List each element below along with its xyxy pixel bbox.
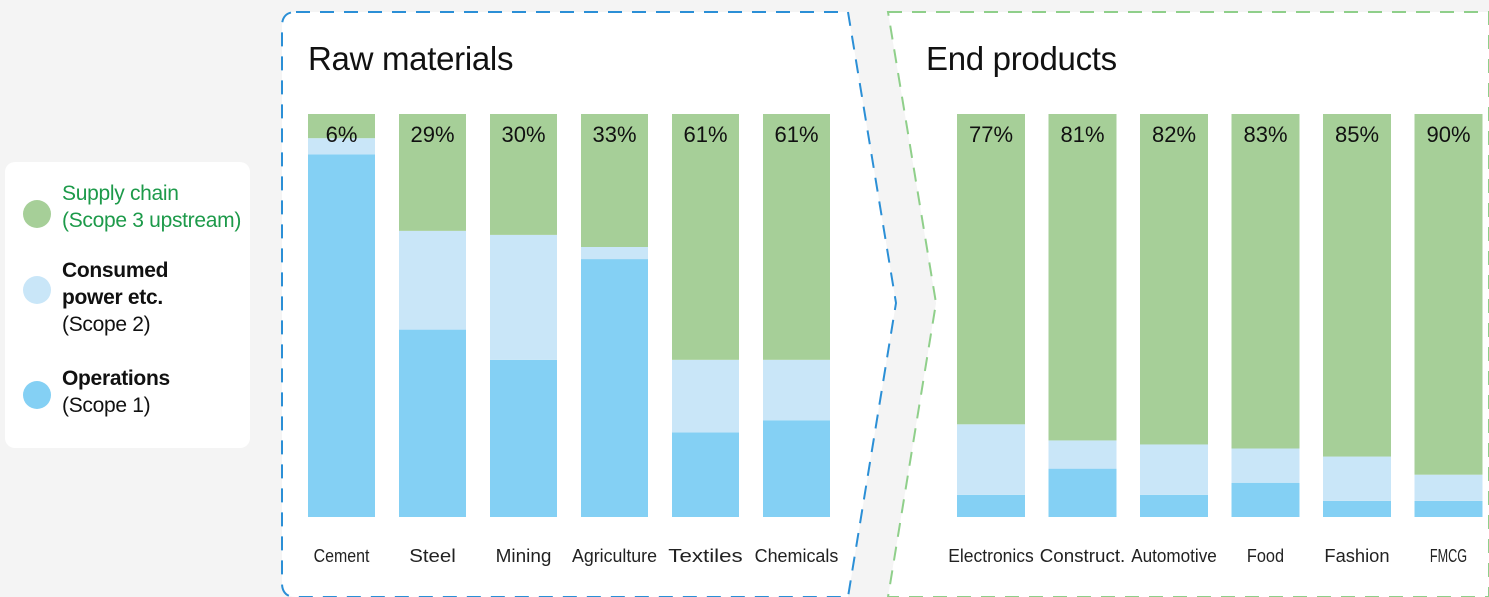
category-label-chemicals: Chemicals <box>755 546 839 566</box>
bar-raw-agriculture-consumed-power <box>581 246 648 260</box>
bar-raw-mining-operations <box>490 359 557 517</box>
data-label-agriculture: 33% <box>592 122 636 147</box>
legend-title2-consumed-power: power etc. <box>62 286 163 309</box>
data-label-textiles: 61% <box>683 122 727 147</box>
bar-raw-textiles-supply-chain <box>672 114 739 360</box>
data-label-fashion: 85% <box>1335 122 1379 147</box>
bar-end-fmcg-supply-chain <box>1414 114 1483 475</box>
bar-end-fashion-consumed-power <box>1323 456 1391 501</box>
data-label-chemicals: 61% <box>774 122 818 147</box>
bar-raw-cement-supply-chain <box>308 114 375 139</box>
bar-end-fmcg-consumed-power <box>1414 474 1483 501</box>
data-label-fmcg: 90% <box>1426 122 1470 147</box>
bar-end-food-supply-chain <box>1231 114 1300 449</box>
category-label-agriculture: Agriculture <box>572 546 657 566</box>
legend-title-operations: Operations <box>62 367 170 390</box>
end-products-title: End products <box>926 40 1117 77</box>
bar-end-construct-supply-chain <box>1048 114 1117 441</box>
category-label-textiles: Textiles <box>668 546 742 566</box>
category-label-food: Food <box>1247 546 1284 566</box>
legend-swatch-operations <box>23 381 51 409</box>
bar-raw-cement-operations <box>308 154 375 518</box>
data-label-automotive: 82% <box>1152 122 1196 147</box>
bar-raw-mining-supply-chain <box>490 114 557 235</box>
legend-title-consumed-power: Consumed <box>62 259 169 282</box>
category-label-cement: Cement <box>314 546 370 566</box>
bar-raw-cement-consumed-power <box>308 138 375 155</box>
bar-raw-mining-consumed-power <box>490 234 557 360</box>
legend-subtitle-consumed-power: (Scope 2) <box>62 313 151 336</box>
category-label-construct: Construct. <box>1040 546 1126 566</box>
legend-label-operations: Operations (Scope 1) <box>62 365 170 419</box>
legend-label-supply-chain: Supply chain (Scope 3 upstream) <box>62 180 241 234</box>
bar-end-automotive-supply-chain <box>1140 114 1208 445</box>
legend: Supply chain (Scope 3 upstream) Consumed… <box>5 162 250 448</box>
bar-raw-agriculture-operations <box>581 259 648 517</box>
legend-swatch-consumed-power <box>23 276 51 304</box>
bar-end-automotive-consumed-power <box>1140 444 1208 495</box>
bar-end-fmcg-operations <box>1414 500 1483 517</box>
legend-swatch-supply-chain <box>23 200 51 228</box>
bars-layer: 6% Cement 29% Steel 30% Mining 33% Agriculture 6… <box>308 114 1483 566</box>
data-label-steel: 29% <box>410 122 454 147</box>
category-label-fmcg: FMCG <box>1430 546 1467 566</box>
bar-raw-textiles-operations <box>672 432 739 517</box>
legend-title-supply-chain: Supply chain <box>62 182 179 205</box>
raw-materials-title: Raw materials <box>308 40 514 77</box>
bar-raw-chemicals-supply-chain <box>763 114 830 360</box>
category-label-fashion: Fashion <box>1324 546 1389 566</box>
bar-end-construct-operations <box>1048 468 1117 517</box>
bar-end-construct-consumed-power <box>1048 440 1117 469</box>
category-label-automotive: Automotive <box>1131 546 1217 566</box>
bar-end-fashion-supply-chain <box>1323 114 1391 457</box>
bar-end-electronics-supply-chain <box>957 114 1025 425</box>
data-label-food: 83% <box>1243 122 1287 147</box>
bar-raw-steel-operations <box>399 329 466 517</box>
bar-end-fashion-operations <box>1323 500 1391 517</box>
legend-label-consumed-power: Consumed power etc. (Scope 2) <box>62 257 168 338</box>
bar-raw-textiles-consumed-power <box>672 359 739 433</box>
data-label-mining: 30% <box>501 122 545 147</box>
legend-subtitle-supply-chain: (Scope 3 upstream) <box>62 209 242 232</box>
data-label-electronics: 77% <box>969 122 1013 147</box>
category-label-mining: Mining <box>496 546 552 566</box>
bar-end-food-operations <box>1231 482 1300 517</box>
legend-subtitle-operations: (Scope 1) <box>62 394 151 417</box>
bar-raw-agriculture-supply-chain <box>581 114 648 247</box>
bar-raw-steel-consumed-power <box>399 230 466 330</box>
bar-end-electronics-consumed-power <box>957 424 1025 495</box>
bar-raw-chemicals-operations <box>763 420 830 517</box>
data-label-cement: 6% <box>326 122 358 147</box>
bar-end-food-consumed-power <box>1231 448 1300 483</box>
bar-raw-steel-supply-chain <box>399 114 466 231</box>
category-label-steel: Steel <box>409 546 456 566</box>
data-label-construct: 81% <box>1060 122 1104 147</box>
category-label-electronics: Electronics <box>948 546 1034 566</box>
bar-raw-chemicals-consumed-power <box>763 359 830 421</box>
bar-end-electronics-operations <box>957 494 1025 517</box>
bar-end-automotive-operations <box>1140 494 1208 517</box>
